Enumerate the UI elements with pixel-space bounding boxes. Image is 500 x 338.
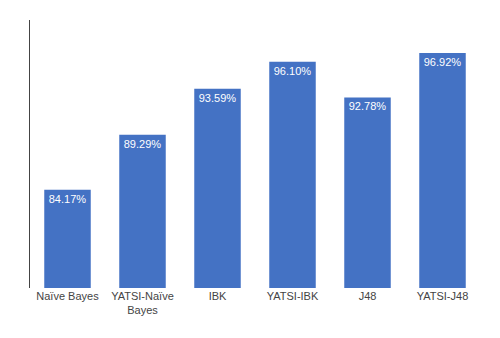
svg-text:YATSI-IBK: YATSI-IBK — [267, 290, 319, 302]
svg-text:96.92%: 96.92% — [424, 56, 462, 68]
svg-text:J48: J48 — [359, 290, 377, 302]
svg-text:89.29%: 89.29% — [124, 138, 162, 150]
svg-text:IBK: IBK — [209, 290, 227, 302]
svg-text:Naïve Bayes: Naïve Bayes — [36, 290, 99, 302]
svg-text:93.59%: 93.59% — [199, 92, 237, 104]
svg-text:84.17%: 84.17% — [49, 193, 87, 205]
svg-text:YATSI-J48: YATSI-J48 — [417, 290, 469, 302]
svg-text:96.10%: 96.10% — [274, 65, 312, 77]
svg-text:92.78%: 92.78% — [349, 100, 387, 112]
svg-text:YATSI-NaïveBayes: YATSI-NaïveBayes — [111, 290, 174, 316]
